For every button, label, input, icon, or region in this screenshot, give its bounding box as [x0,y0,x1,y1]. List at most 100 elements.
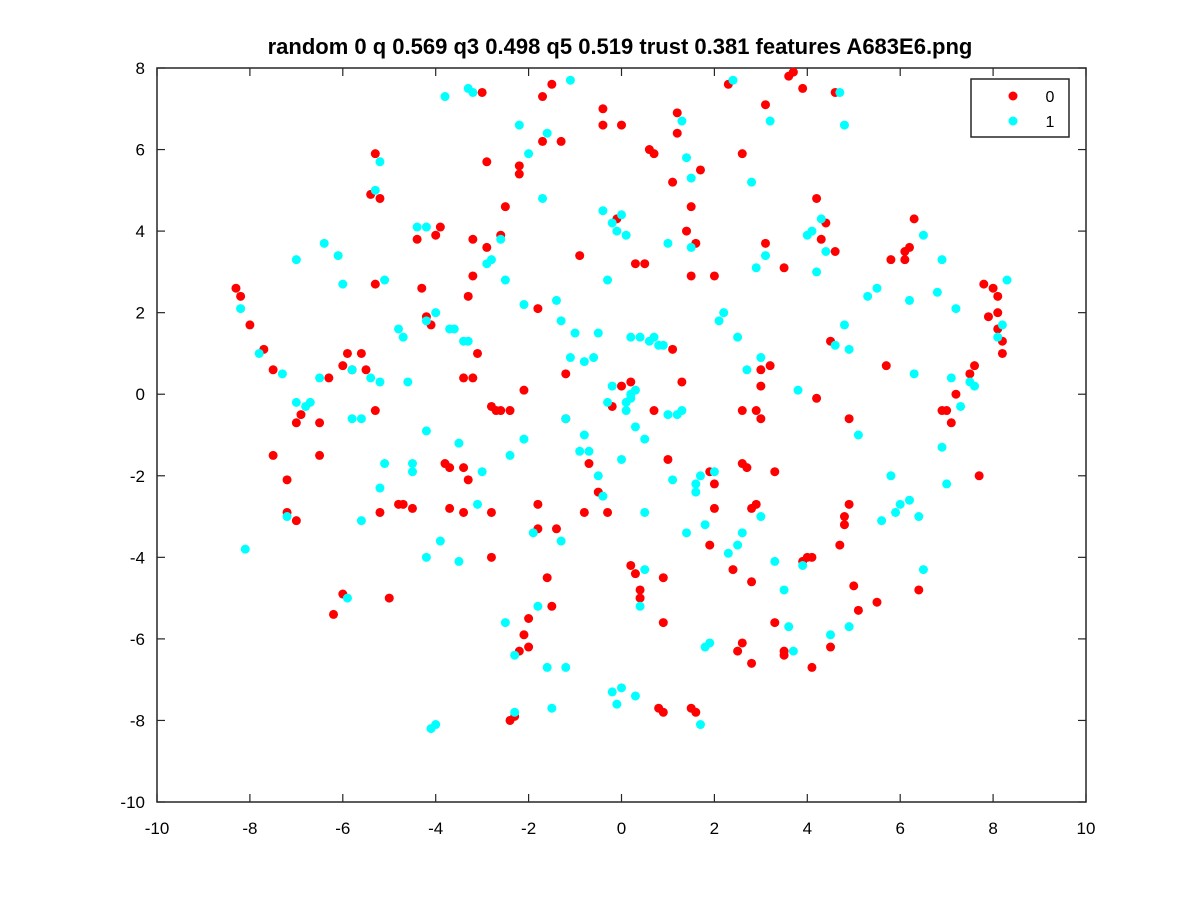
data-point-series-0 [872,597,882,607]
data-point-series-1 [640,507,650,517]
data-point-series-1 [603,397,613,407]
data-point-series-0 [459,373,469,383]
data-point-series-1 [844,344,854,354]
data-point-series-1 [695,471,705,481]
data-point-series-0 [788,67,798,77]
data-point-series-0 [798,83,808,93]
data-point-series-0 [983,312,993,322]
data-point-series-0 [886,255,896,265]
data-point-series-0 [575,251,585,261]
data-point-series-1 [431,720,441,730]
data-point-series-1 [538,193,548,203]
data-point-series-1 [835,87,845,97]
y-tick-label: 2 [136,304,145,323]
data-point-series-0 [756,381,766,391]
data-point-series-1 [872,283,882,293]
data-point-series-0 [468,373,478,383]
data-point-series-1 [533,601,543,611]
data-point-series-1 [807,226,817,236]
data-point-series-1 [598,206,608,216]
data-point-series-1 [742,365,752,375]
data-point-series-0 [291,418,301,428]
data-point-series-0 [779,263,789,273]
data-point-series-1 [932,287,942,297]
data-point-series-1 [561,414,571,424]
data-point-series-1 [240,544,250,554]
data-point-series-0 [630,569,640,579]
data-point-series-0 [584,459,594,469]
data-point-series-0 [686,271,696,281]
data-point-series-1 [356,516,366,526]
data-point-series-0 [384,593,394,603]
data-point-series-0 [951,389,961,399]
data-point-series-1 [839,120,849,130]
data-point-series-1 [473,499,483,509]
data-point-series-1 [575,446,585,456]
data-point-series-1 [714,316,724,326]
data-point-series-1 [686,242,696,252]
data-point-series-0 [909,214,919,224]
data-point-series-0 [677,377,687,387]
data-point-series-1 [621,230,631,240]
data-point-series-1 [663,410,673,420]
data-point-series-1 [784,622,794,632]
data-point-series-0 [342,348,352,358]
data-point-series-0 [514,161,524,171]
data-point-series-1 [486,255,496,265]
data-point-series-0 [417,283,427,293]
data-point-series-1 [463,336,473,346]
data-point-series-1 [956,401,966,411]
data-point-series-1 [589,353,599,363]
data-point-series-1 [291,255,301,265]
data-point-series-0 [904,242,914,252]
plot-frame [156,67,1087,803]
data-point-series-0 [468,271,478,281]
data-point-series-1 [319,238,329,248]
data-point-series-1 [556,316,566,326]
data-point-series-1 [412,222,422,232]
data-point-series-1 [254,348,264,358]
data-point-series-0 [514,169,524,179]
data-point-series-1 [431,308,441,318]
data-point-series-1 [510,707,520,717]
data-point-series-1 [454,556,464,566]
data-point-series-0 [812,193,822,203]
data-point-series-1 [421,222,431,232]
data-point-series-1 [756,353,766,363]
data-point-series-0 [737,406,747,416]
data-point-series-1 [677,116,687,126]
y-tick-label: 6 [136,141,145,160]
data-point-series-1 [380,459,390,469]
data-point-series-1 [821,247,831,256]
data-point-series-1 [565,353,575,363]
data-point-series-0 [482,242,492,252]
data-point-series-1 [584,446,594,456]
data-point-series-0 [770,467,780,477]
data-point-series-0 [268,365,278,375]
data-point-series-1 [500,275,510,285]
legend: 0 1 [970,78,1070,138]
data-point-series-1 [617,683,626,693]
data-point-series-0 [760,100,770,110]
x-tick-label: 6 [895,819,904,838]
data-point-series-0 [538,92,548,102]
data-point-series-1 [635,332,645,342]
data-point-series-0 [486,507,496,517]
data-point-series-0 [412,234,422,244]
data-point-series-1 [236,304,246,314]
y-axis: -10 -8 -6 -4 -2 0 2 4 6 8 [120,59,1086,812]
data-point-series-1 [951,304,961,314]
data-point-series-1 [565,75,575,85]
y-tick-label: -6 [130,630,145,649]
data-point-series-1 [347,414,357,424]
data-point-series-0 [668,344,678,354]
data-point-series-1 [593,471,603,481]
data-point-series-1 [291,397,301,407]
y-tick-label: -2 [130,467,145,486]
data-point-series-1 [398,332,408,342]
data-point-series-1 [542,662,552,672]
data-point-series-1 [691,487,701,497]
data-point-series-1 [844,622,854,632]
data-point-series-0 [742,463,752,473]
